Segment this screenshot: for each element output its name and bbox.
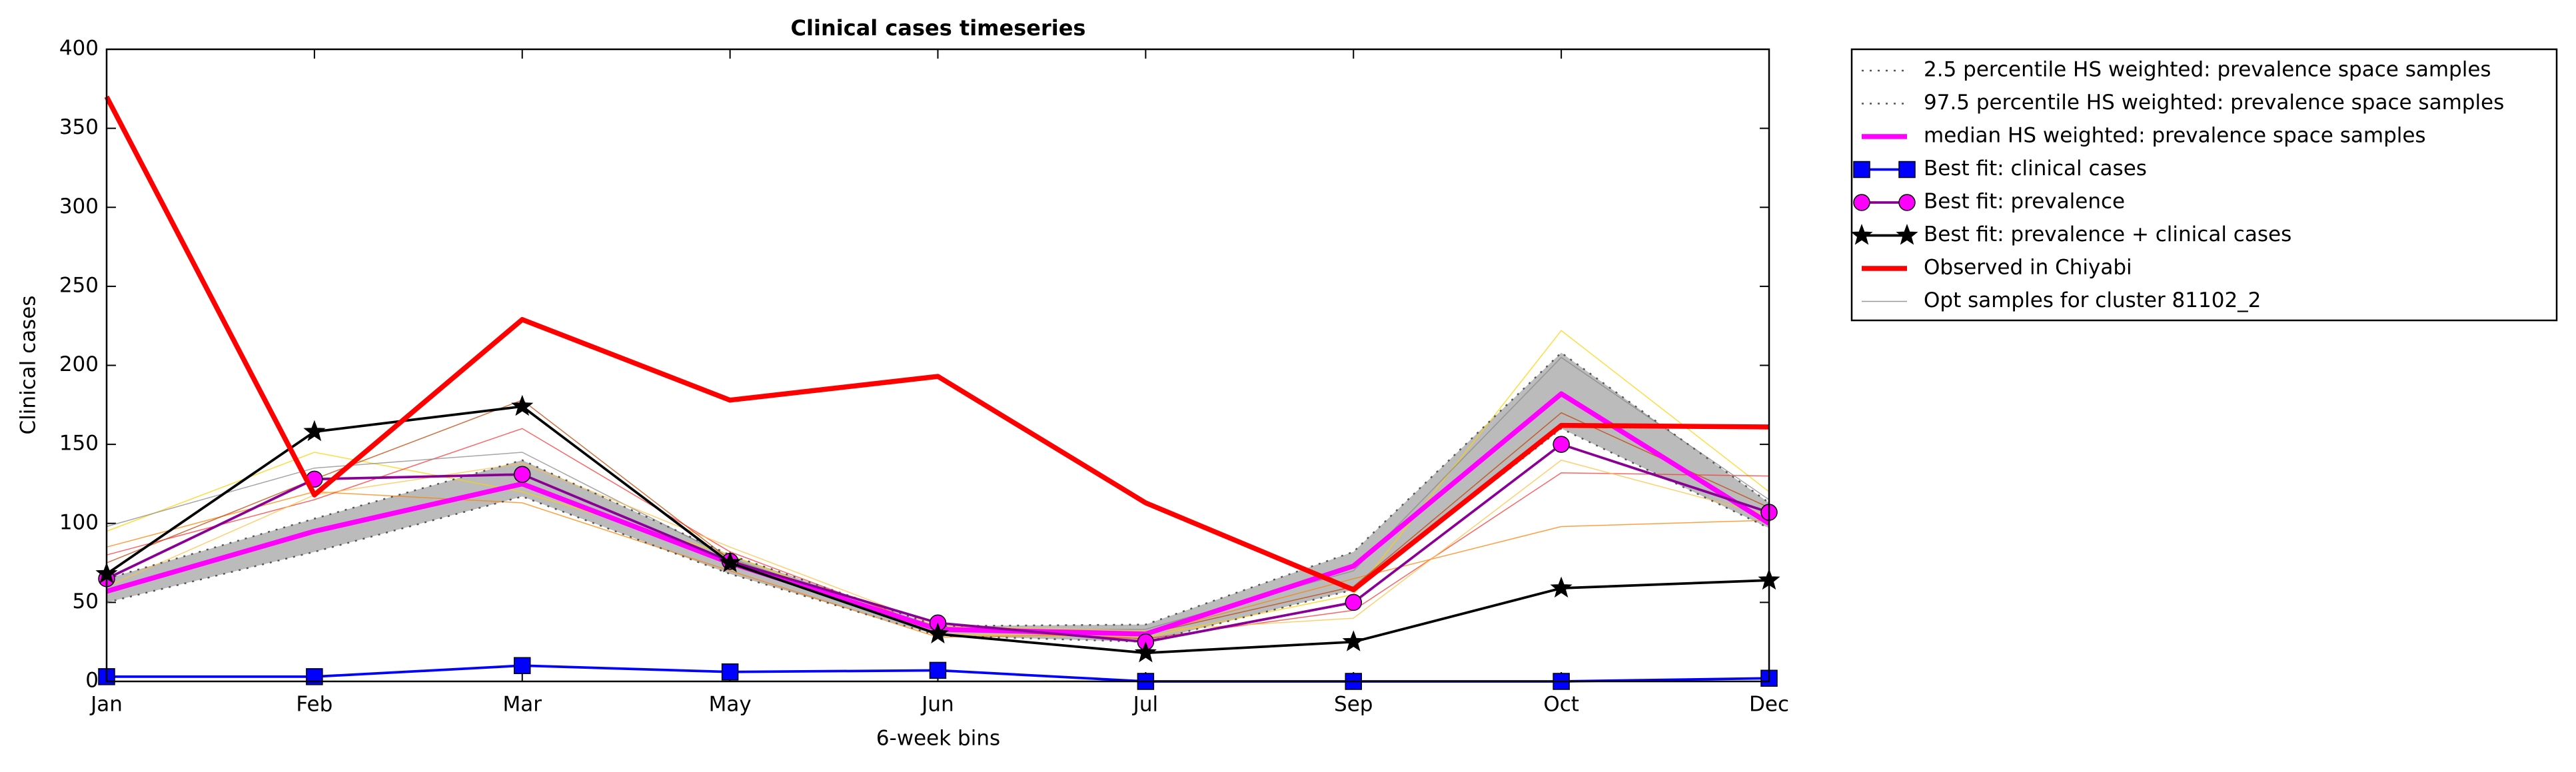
marker-circle	[514, 466, 531, 483]
x-tick-label: May	[709, 693, 752, 717]
legend-label: Best fit: prevalence	[1924, 190, 2125, 214]
plot-area: 0 50 100 150 200 250 300 350 400 Jan Feb Mar May Jun J…	[59, 37, 1789, 717]
marker-square	[514, 657, 531, 675]
x-tick-label: Jun	[920, 693, 954, 717]
y-axis-label: Clinical cases	[17, 295, 41, 434]
marker-circle	[1553, 436, 1570, 453]
plot-frame	[105, 48, 1770, 683]
marker-star	[1134, 641, 1157, 663]
marker-star	[926, 622, 950, 643]
x-tick-label: Oct	[1543, 693, 1579, 717]
marker-circle	[1898, 194, 1916, 211]
series-line	[104, 95, 1770, 593]
x-tick-label: Feb	[296, 693, 332, 717]
y-tick-label: 400	[59, 37, 99, 61]
y-tick-label: 250	[59, 273, 99, 297]
legend-label: Best fit: clinical cases	[1924, 157, 2147, 181]
legend-label: median HS weighted: prevalence space sam…	[1924, 124, 2426, 148]
x-tick-label: Jan	[89, 693, 123, 717]
marker-circle	[1345, 593, 1362, 611]
y-tick-label: 200	[59, 352, 99, 376]
y-tick-label: 100	[59, 510, 99, 534]
legend-label: Observed in Chiyabi	[1924, 256, 2132, 280]
percentile-band	[107, 352, 1769, 642]
marker-star	[1342, 630, 1365, 651]
y-tick-label: 150	[59, 432, 99, 456]
legend-label: Opt samples for cluster 81102_2	[1924, 288, 2261, 312]
x-axis-label: 6-week bins	[876, 727, 1000, 751]
x-tick-label: Sep	[1334, 693, 1373, 717]
x-tick-label: Dec	[1749, 693, 1789, 717]
y-tick-label: 0	[85, 669, 99, 693]
marker-star	[511, 394, 534, 416]
y-tick-label: 300	[59, 194, 99, 218]
y-tick-label: 50	[73, 589, 99, 613]
x-tick-label: Mar	[503, 693, 542, 717]
legend-label: 2.5 percentile HS weighted: prevalence s…	[1924, 58, 2491, 82]
marker-square	[1853, 161, 1870, 179]
marker-circle	[1853, 194, 1870, 211]
chart-title: Clinical cases timeseries	[791, 15, 1086, 41]
marker-square	[1898, 161, 1916, 179]
marker-star	[1896, 224, 1918, 245]
marker-star	[1850, 224, 1873, 245]
legend: 2.5 percentile HS weighted: prevalence s…	[1850, 58, 2504, 312]
marker-square	[721, 663, 739, 681]
marker-square	[929, 661, 947, 679]
x-tick-label: Jul	[1132, 693, 1158, 717]
legend-label: Best fit: prevalence + clinical cases	[1924, 222, 2291, 246]
legend-box	[1850, 48, 2558, 322]
marker-square	[306, 668, 323, 685]
marker-star	[719, 551, 742, 573]
legend-label: 97.5 percentile HS weighted: prevalence …	[1924, 91, 2504, 115]
marker-star	[1550, 576, 1573, 598]
y-tick-label: 350	[59, 115, 99, 139]
marker-star	[303, 420, 326, 442]
